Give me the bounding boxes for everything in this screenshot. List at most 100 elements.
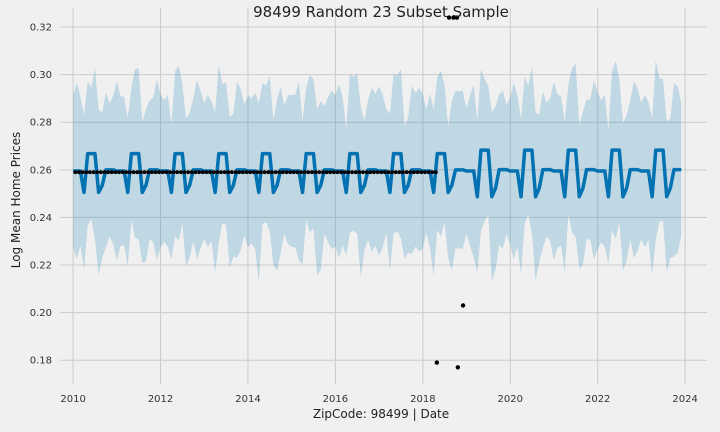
observed-outlier-point xyxy=(455,365,461,370)
observed-point xyxy=(84,170,89,175)
observed-point xyxy=(331,170,336,175)
observed-point xyxy=(350,170,354,175)
observed-point xyxy=(280,170,285,175)
x-tick-label: 2010 xyxy=(60,394,85,405)
observed-point xyxy=(317,170,322,175)
observed-point xyxy=(259,170,263,175)
observed-point xyxy=(273,170,278,175)
observed-point xyxy=(106,170,110,175)
observed-point xyxy=(397,170,402,175)
observed-point xyxy=(342,170,347,175)
x-tick-label: 2016 xyxy=(323,394,348,405)
y-axis-label: Log Mean Home Prices xyxy=(9,132,23,269)
observed-point xyxy=(390,170,395,175)
observed-point xyxy=(80,170,85,175)
observed-point xyxy=(277,170,282,175)
observed-point xyxy=(233,170,238,175)
observed-point xyxy=(135,170,140,175)
observed-point xyxy=(102,170,107,175)
observed-point xyxy=(87,170,92,175)
observed-point xyxy=(426,170,431,175)
observed-point xyxy=(153,170,158,175)
observed-point xyxy=(222,170,227,175)
observed-point xyxy=(157,170,161,175)
observed-point xyxy=(433,170,438,175)
observed-point xyxy=(375,170,380,175)
observed-point xyxy=(328,170,333,175)
tick-labels: 2010 2012 2014 2016 2018 2020 2022 2024 0.18 0.20… xyxy=(30,23,698,405)
y-tick-label: 0.20 xyxy=(30,308,52,319)
x-tick-label: 2014 xyxy=(235,394,260,405)
observed-point xyxy=(284,170,289,175)
observed-point xyxy=(419,170,424,175)
observed-outlier-point xyxy=(454,15,460,20)
observed-point xyxy=(219,170,223,175)
observed-point xyxy=(288,170,293,175)
observed-point xyxy=(404,170,409,175)
observed-point xyxy=(175,170,180,175)
observed-point xyxy=(382,170,387,175)
observed-point xyxy=(182,170,187,175)
observed-point xyxy=(291,170,296,175)
observed-point xyxy=(109,170,114,175)
observed-point xyxy=(98,170,103,175)
observed-point xyxy=(306,170,311,175)
observed-point xyxy=(120,170,125,175)
observed-point xyxy=(251,170,256,175)
observed-point xyxy=(189,170,194,175)
observed-point xyxy=(95,170,100,175)
observed-point xyxy=(339,170,344,175)
observed-point xyxy=(335,170,340,175)
observed-point xyxy=(215,170,220,175)
observed-point xyxy=(324,170,329,175)
observed-point xyxy=(422,170,427,175)
observed-point xyxy=(113,170,118,175)
observed-outlier-point xyxy=(460,303,466,308)
observed-point xyxy=(295,170,300,175)
observed-point xyxy=(372,170,376,175)
y-tick-label: 0.26 xyxy=(30,165,52,176)
observed-point xyxy=(240,170,245,175)
observed-point xyxy=(379,170,384,175)
observed-point xyxy=(91,170,96,175)
observed-point xyxy=(208,170,212,175)
observed-point xyxy=(73,170,78,175)
observed-point xyxy=(244,170,249,175)
observed-point xyxy=(229,170,234,175)
observed-point xyxy=(117,170,121,175)
observed-point xyxy=(361,170,365,175)
y-tick-label: 0.28 xyxy=(30,118,52,129)
observed-point xyxy=(168,170,172,175)
observed-point xyxy=(142,170,147,175)
observed-point xyxy=(368,170,373,175)
observed-point xyxy=(299,170,303,175)
x-tick-label: 2018 xyxy=(410,394,435,405)
observed-point xyxy=(248,170,253,175)
y-tick-label: 0.30 xyxy=(30,70,52,81)
observed-point xyxy=(226,170,231,175)
observed-point xyxy=(146,170,151,175)
observed-point xyxy=(186,170,191,175)
observed-point xyxy=(353,170,358,175)
chart-title: 98499 Random 23 Subset Sample xyxy=(253,3,509,21)
observed-point xyxy=(200,170,205,175)
observed-point xyxy=(313,170,318,175)
observed-point xyxy=(160,170,165,175)
observed-point xyxy=(255,170,260,175)
observed-outlier-point xyxy=(434,360,440,365)
y-tick-label: 0.32 xyxy=(30,23,52,34)
observed-points xyxy=(73,15,466,370)
observed-point xyxy=(415,170,420,175)
observed-point xyxy=(204,170,209,175)
observed-point xyxy=(149,170,154,175)
observed-point xyxy=(124,170,129,175)
y-tick-label: 0.18 xyxy=(30,356,52,367)
observed-point xyxy=(412,170,416,175)
observed-point xyxy=(357,170,362,175)
y-tick-label: 0.24 xyxy=(30,213,52,224)
observed-point xyxy=(179,170,183,175)
observed-point xyxy=(197,170,202,175)
observed-point xyxy=(164,170,169,175)
grid xyxy=(60,8,707,384)
